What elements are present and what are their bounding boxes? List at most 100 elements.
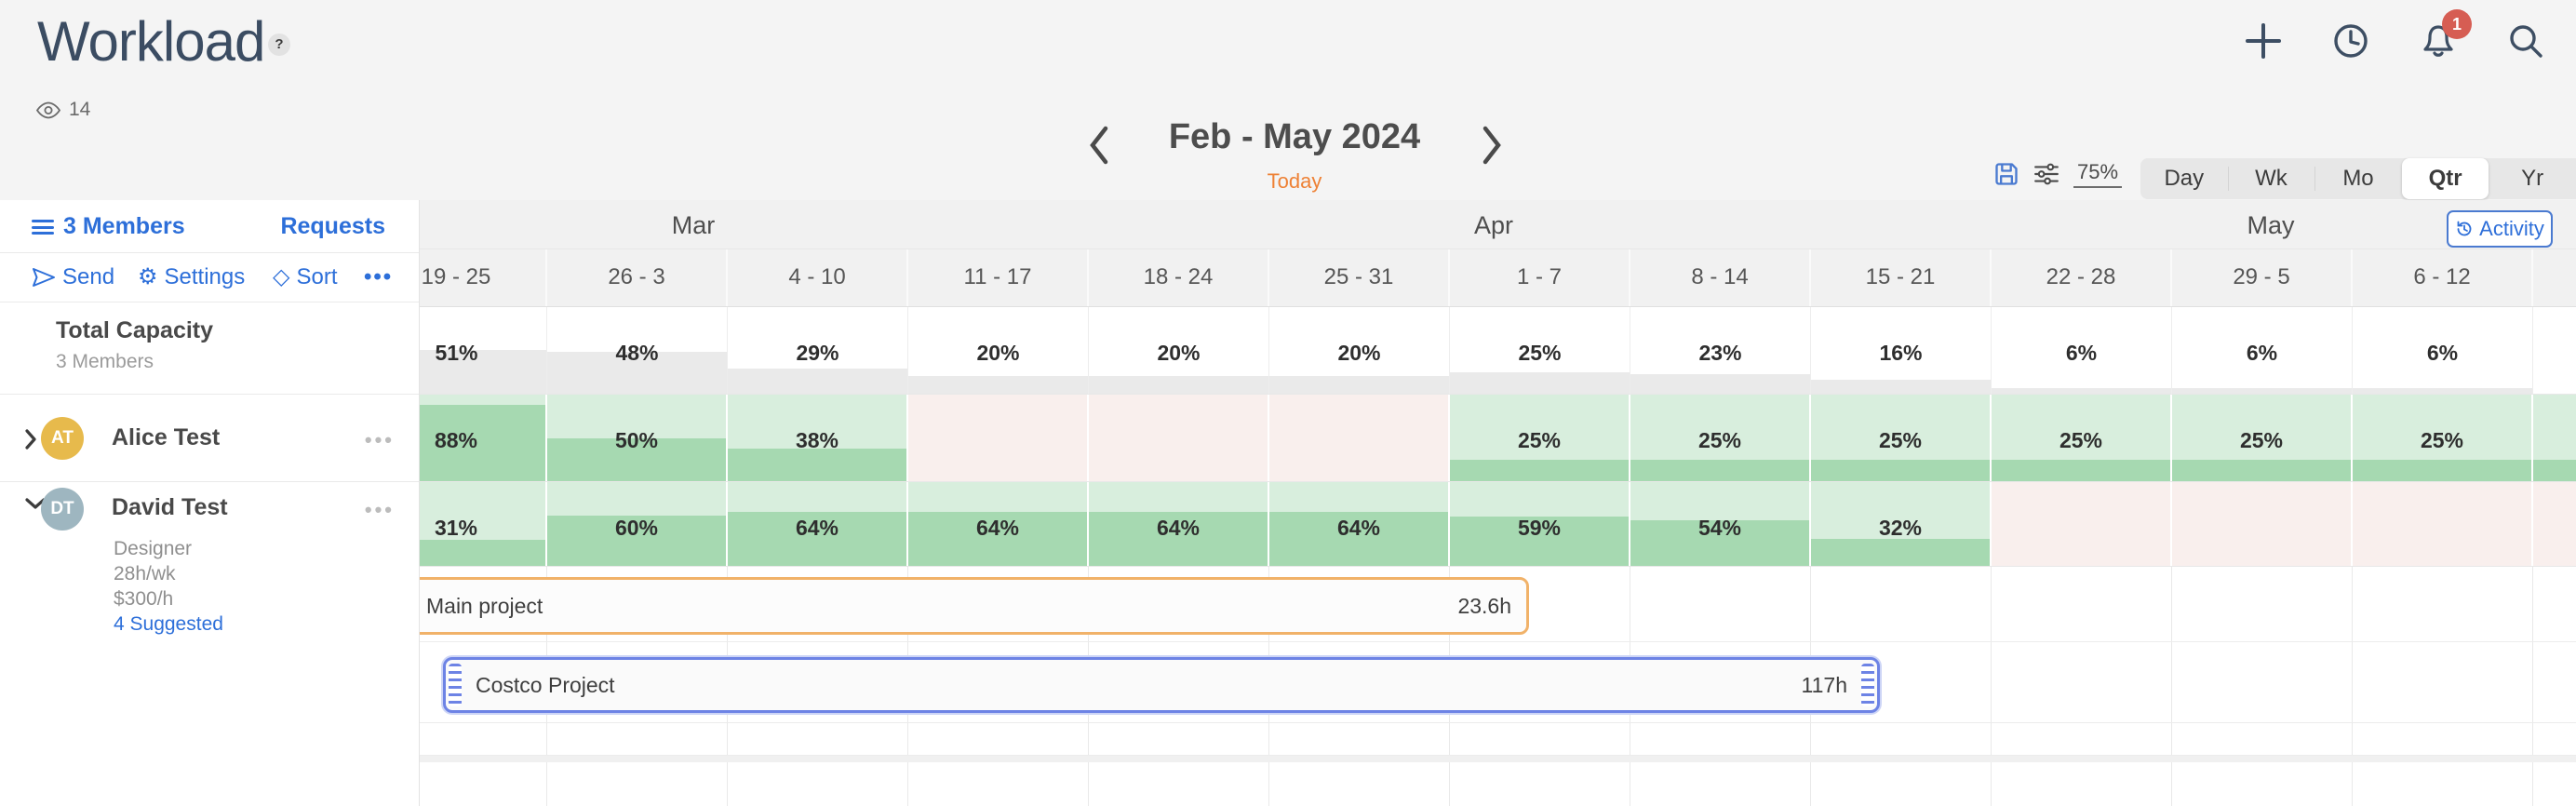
capacity-cell[interactable]: 48% bbox=[547, 307, 728, 394]
capacity-cell[interactable] bbox=[2533, 307, 2576, 394]
drag-handle-left[interactable] bbox=[449, 664, 462, 706]
members-menu-icon[interactable] bbox=[32, 220, 54, 235]
month-label: Apr bbox=[1473, 211, 1514, 239]
week-header: 8 - 14 bbox=[1630, 249, 1811, 306]
notifications-bell-icon[interactable]: 1 bbox=[2418, 9, 2472, 61]
member-row-alice[interactable]: AT Alice Test ••• bbox=[0, 395, 419, 482]
capacity-cell[interactable]: 64% bbox=[728, 482, 908, 566]
project-name: Main project bbox=[426, 593, 543, 618]
mode-day[interactable]: Day bbox=[2164, 166, 2205, 191]
capacity-cell[interactable]: 25% bbox=[2533, 395, 2576, 481]
mode-week[interactable]: Wk bbox=[2227, 158, 2315, 199]
capacity-cell[interactable] bbox=[1089, 395, 1269, 481]
member-menu-dots[interactable]: ••• bbox=[364, 498, 395, 521]
settings-button[interactable]: ⚙ Settings bbox=[138, 264, 245, 290]
week-header: 18 - 24 bbox=[1089, 249, 1269, 306]
capacity-cell[interactable]: 6% bbox=[2353, 307, 2533, 394]
capacity-cell[interactable]: 60% bbox=[547, 482, 728, 566]
empty-row bbox=[367, 762, 2576, 806]
send-button[interactable]: Send bbox=[32, 264, 114, 290]
capacity-cell[interactable]: 50% bbox=[547, 395, 728, 481]
capacity-cell[interactable] bbox=[2533, 482, 2576, 566]
requests-tab[interactable]: Requests bbox=[280, 213, 385, 239]
sort-button[interactable]: ◇ Sort bbox=[273, 264, 337, 290]
capacity-cell[interactable]: 25% bbox=[1450, 395, 1630, 481]
member-role: Designer bbox=[114, 538, 193, 559]
total-capacity-title: Total Capacity bbox=[56, 317, 214, 343]
week-header: 22 - 28 bbox=[1992, 249, 2172, 306]
total-capacity-subtitle: 3 Members bbox=[56, 351, 154, 372]
member-name: David Test bbox=[112, 494, 228, 520]
project-bar-costco[interactable]: Costco Project 117h bbox=[443, 657, 1880, 713]
expand-chevron-icon[interactable] bbox=[24, 428, 37, 450]
history-icon bbox=[2457, 221, 2472, 236]
capacity-cell[interactable]: 38% bbox=[728, 395, 908, 481]
mode-month[interactable]: Mo bbox=[2314, 158, 2402, 199]
capacity-cell[interactable] bbox=[2353, 482, 2533, 566]
member-menu-dots[interactable]: ••• bbox=[364, 428, 395, 451]
zoom-level[interactable]: 75% bbox=[2073, 160, 2123, 188]
more-actions-button[interactable]: ••• bbox=[364, 264, 394, 289]
mode-year[interactable]: Yr bbox=[2521, 166, 2544, 191]
capacity-cell[interactable]: 20% bbox=[908, 307, 1089, 394]
diamond-icon: ◇ bbox=[273, 264, 290, 289]
week-header: 25 - 31 bbox=[1269, 249, 1450, 306]
prev-period-button[interactable] bbox=[1089, 125, 1109, 166]
capacity-cell[interactable]: 25% bbox=[1811, 395, 1992, 481]
week-header bbox=[2533, 249, 2576, 306]
capacity-cell[interactable]: 6% bbox=[1992, 307, 2172, 394]
help-icon[interactable]: ? bbox=[268, 34, 290, 56]
capacity-cell[interactable] bbox=[1992, 482, 2172, 566]
capacity-cell[interactable]: 54% bbox=[1630, 482, 1811, 566]
next-period-button[interactable] bbox=[1482, 125, 1502, 166]
drag-handle-right[interactable] bbox=[1861, 664, 1874, 706]
project-hours: 23.6h bbox=[1457, 593, 1511, 618]
empty-row bbox=[367, 723, 2576, 756]
capacity-cell[interactable]: 64% bbox=[908, 482, 1089, 566]
today-button[interactable]: Today bbox=[1267, 169, 1322, 193]
capacity-cell[interactable]: 29% bbox=[728, 307, 908, 394]
week-header: 15 - 21 bbox=[1811, 249, 1992, 306]
week-header: 19 - 25 bbox=[367, 249, 547, 306]
capacity-cell[interactable]: 23% bbox=[1630, 307, 1811, 394]
activity-button[interactable]: Activity bbox=[2447, 210, 2553, 248]
capacity-cell[interactable]: 25% bbox=[2353, 395, 2533, 481]
capacity-cell[interactable] bbox=[1269, 395, 1450, 481]
save-view-icon[interactable] bbox=[1993, 161, 2019, 187]
avatar: DT bbox=[41, 488, 84, 531]
capacity-cell[interactable]: 25% bbox=[1630, 395, 1811, 481]
time-tracking-icon[interactable] bbox=[2330, 20, 2371, 61]
capacity-cell[interactable] bbox=[908, 395, 1089, 481]
capacity-cell[interactable]: 16% bbox=[1811, 307, 1992, 394]
member-rate: $300/h bbox=[114, 588, 174, 610]
filter-settings-icon[interactable] bbox=[2033, 161, 2060, 187]
week-header: 4 - 10 bbox=[728, 249, 908, 306]
capacity-cell[interactable]: 64% bbox=[1089, 482, 1269, 566]
capacity-cell[interactable]: 59% bbox=[1450, 482, 1630, 566]
project-bar-main[interactable]: Main project 23.6h bbox=[311, 577, 1529, 635]
capacity-cell[interactable]: 64% bbox=[1269, 482, 1450, 566]
total-capacity-row: 51% 48% 29% 20% 20% 20% 25% 23% 16% 6% 6… bbox=[367, 307, 2576, 395]
capacity-cell[interactable] bbox=[2172, 482, 2353, 566]
add-button[interactable] bbox=[2243, 20, 2284, 61]
capacity-cell[interactable]: 20% bbox=[1269, 307, 1450, 394]
gear-icon: ⚙ bbox=[138, 264, 158, 289]
mode-quarter[interactable]: Qtr bbox=[2401, 158, 2489, 199]
week-header-row: 19 - 25 26 - 3 4 - 10 11 - 17 18 - 24 25… bbox=[367, 249, 2576, 307]
settings-label: Settings bbox=[164, 264, 246, 289]
week-header: 1 - 7 bbox=[1450, 249, 1630, 306]
capacity-cell[interactable]: 25% bbox=[1992, 395, 2172, 481]
capacity-cell[interactable]: 32% bbox=[1811, 482, 1992, 566]
capacity-cell[interactable]: 25% bbox=[2172, 395, 2353, 481]
suggested-link[interactable]: 4 Suggested bbox=[114, 613, 223, 635]
search-icon[interactable] bbox=[2505, 20, 2546, 61]
capacity-cell[interactable]: 6% bbox=[2172, 307, 2353, 394]
date-range-title: Feb - May 2024 bbox=[1168, 117, 1421, 156]
notification-count-badge: 1 bbox=[2442, 9, 2472, 39]
project-row-costco: Costco Project 117h bbox=[367, 642, 2576, 723]
capacity-cell[interactable]: 25% bbox=[1450, 307, 1630, 394]
member-capacity: 28h/wk bbox=[114, 563, 176, 584]
capacity-cell[interactable]: 20% bbox=[1089, 307, 1269, 394]
member-name: Alice Test bbox=[112, 424, 221, 450]
activity-button-label: Activity bbox=[2479, 217, 2544, 240]
